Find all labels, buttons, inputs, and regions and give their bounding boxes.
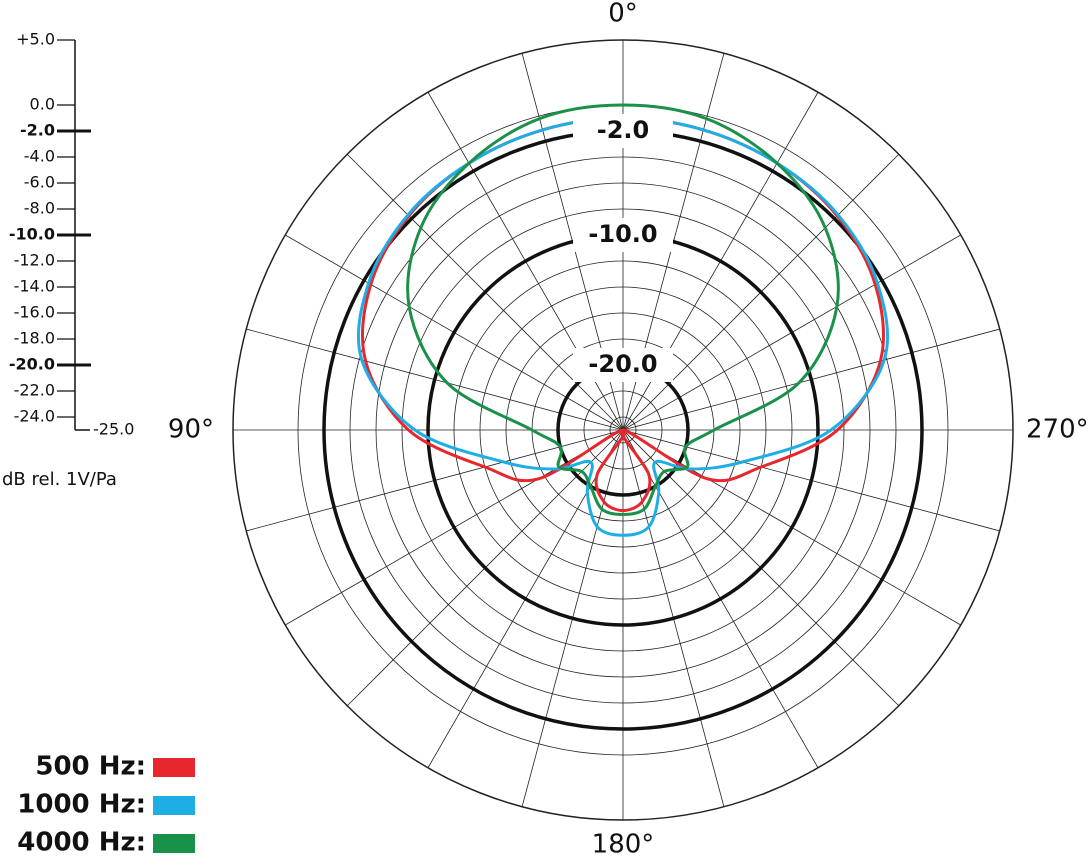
legend-swatch [153, 796, 195, 815]
axis-tick-label: -22.0 [14, 381, 55, 400]
axis-tick-label: -16.0 [14, 303, 55, 322]
axis-tick-label: 0.0 [30, 95, 55, 114]
axis-tick-label: -4.0 [24, 147, 55, 166]
axis-title: dB rel. 1V/Pa [2, 469, 117, 490]
labels: -2.0 -10.0 -20.0 500 Hz: 1000 Hz: 4000 Hz: 0° 9… [9, 0, 1089, 857]
axis-tick-label: -8.0 [24, 199, 55, 218]
axis-tick-label: -25.0 [93, 420, 134, 439]
axis-tick-label: +5.0 [16, 30, 55, 49]
ring-label-bg [573, 114, 673, 148]
ring-label-bg [573, 218, 673, 252]
axis-tick-label: -2.0 [20, 121, 55, 140]
axis-tick-label: -12.0 [14, 251, 55, 270]
angle-label: 0° [608, 0, 638, 29]
axis-tick-label: -10.0 [9, 225, 55, 244]
ring-label: -10.0 [588, 220, 657, 248]
ring-label: -2.0 [597, 116, 649, 144]
pattern-curve [361, 116, 885, 513]
legend-text: 4000 Hz: [17, 828, 146, 857]
axis-tick-label: -20.0 [9, 355, 55, 374]
ring-label-bg [573, 348, 673, 382]
legend-text: 1000 Hz: [17, 790, 146, 820]
angle-label: 90° [168, 415, 214, 445]
legend-swatch [153, 758, 195, 777]
legend-swatch [153, 834, 195, 853]
legend-text: 500 Hz: [35, 752, 146, 782]
pattern-curve [356, 116, 890, 537]
angle-label: 180° [592, 830, 655, 857]
pattern-curve [406, 103, 840, 517]
axis-tick-label: -14.0 [14, 277, 55, 296]
axis-tick-label: -6.0 [24, 173, 55, 192]
angle-label: 270° [1026, 415, 1089, 445]
axis-tick-label: -24.0 [14, 407, 55, 426]
ring-label: -20.0 [588, 350, 657, 378]
curves [356, 103, 890, 537]
axis-tick-label: -18.0 [14, 329, 55, 348]
